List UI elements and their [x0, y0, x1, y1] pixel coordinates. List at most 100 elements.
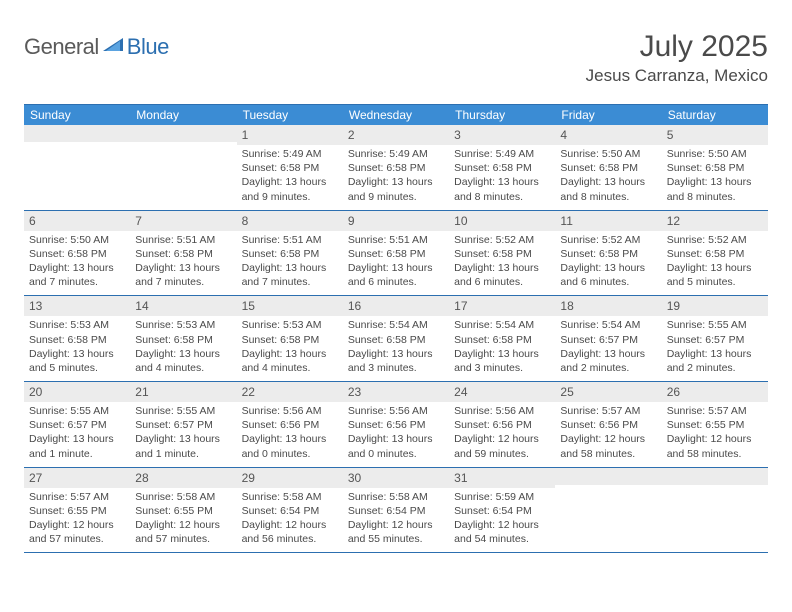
- day-num-row: 12: [662, 211, 768, 231]
- day-cell: 7Sunrise: 5:51 AMSunset: 6:58 PMDaylight…: [130, 211, 236, 296]
- day-number: 20: [29, 385, 42, 399]
- day-num-row: 16: [343, 296, 449, 316]
- day-cell: 28 Sunrise: 5:58 AMSunset: 6:55 PMDayligh…: [130, 468, 236, 553]
- day-info: Sunrise: 5:49 AMSunset: 6:58 PMDaylight:…: [242, 147, 338, 204]
- day-cell: 12Sunrise: 5:52 AMSunset: 6:58 PMDayligh…: [662, 211, 768, 296]
- day-num-row: 31: [449, 468, 555, 488]
- day-cell: 27Sunrise: 5:57 AMSunset: 6:55 PMDayligh…: [24, 468, 130, 553]
- day-info: Sunrise: 5:49 AMSunset: 6:58 PMDaylight:…: [348, 147, 444, 204]
- logo-part2: Blue: [127, 34, 169, 60]
- empty-cell: [555, 468, 661, 553]
- logo-triangle-icon: [103, 35, 123, 51]
- day-number: 10: [454, 214, 467, 228]
- day-header: Friday: [555, 105, 661, 125]
- day-number: 8: [242, 214, 249, 228]
- day-number: 15: [242, 299, 255, 313]
- day-cell: 4Sunrise: 5:50 AMSunset: 6:58 PMDaylight…: [555, 125, 661, 210]
- day-num-row: 6: [24, 211, 130, 231]
- day-number: 23: [348, 385, 361, 399]
- day-cell: 21Sunrise: 5:55 AMSunset: 6:57 PMDayligh…: [130, 382, 236, 467]
- day-cell: 25Sunrise: 5:57 AMSunset: 6:56 PMDayligh…: [555, 382, 661, 467]
- day-cell: 31Sunrise: 5:59 AMSunset: 6:54 PMDayligh…: [449, 468, 555, 553]
- empty-num-row: [24, 125, 130, 142]
- day-info: Sunrise: 5:54 AMSunset: 6:57 PMDaylight:…: [560, 318, 656, 375]
- day-num-row: 18: [555, 296, 661, 316]
- header: General Blue July 2025 Jesus Carranza, M…: [24, 30, 768, 86]
- day-num-row: 19: [662, 296, 768, 316]
- day-num-row: 17: [449, 296, 555, 316]
- day-num-row: 7: [130, 211, 236, 231]
- day-cell: 16Sunrise: 5:54 AMSunset: 6:58 PMDayligh…: [343, 296, 449, 381]
- day-info: Sunrise: 5:53 AMSunset: 6:58 PMDaylight:…: [29, 318, 125, 375]
- day-cell: 1Sunrise: 5:49 AMSunset: 6:58 PMDaylight…: [237, 125, 343, 210]
- day-info: Sunrise: 5:58 AMSunset: 6:55 PMDaylight:…: [135, 490, 231, 547]
- empty-cell: [130, 125, 236, 210]
- day-number: 3: [454, 128, 461, 142]
- day-info: Sunrise: 5:57 AMSunset: 6:56 PMDaylight:…: [560, 404, 656, 461]
- day-cell: 8Sunrise: 5:51 AMSunset: 6:58 PMDaylight…: [237, 211, 343, 296]
- day-cell: 5Sunrise: 5:50 AMSunset: 6:58 PMDaylight…: [662, 125, 768, 210]
- day-num-row: 3: [449, 125, 555, 145]
- day-number: 9: [348, 214, 355, 228]
- day-number: 30: [348, 471, 361, 485]
- day-cell: 15 Sunrise: 5:53 AMSunset: 6:58 PMDayligh…: [237, 296, 343, 381]
- day-info: Sunrise: 5:50 AMSunset: 6:58 PMDaylight:…: [560, 147, 656, 204]
- day-num-row: 5: [662, 125, 768, 145]
- day-cell: 13Sunrise: 5:53 AMSunset: 6:58 PMDayligh…: [24, 296, 130, 381]
- day-num-row: 24: [449, 382, 555, 402]
- day-num-row: 1: [237, 125, 343, 145]
- day-info: Sunrise: 5:58 AMSunset: 6:54 PMDaylight:…: [242, 490, 338, 547]
- day-num-row: 27: [24, 468, 130, 488]
- day-info: Sunrise: 5:56 AMSunset: 6:56 PMDaylight:…: [454, 404, 550, 461]
- day-info: Sunrise: 5:51 AMSunset: 6:58 PMDaylight:…: [348, 233, 444, 290]
- day-info: Sunrise: 5:55 AMSunset: 6:57 PMDaylight:…: [667, 318, 763, 375]
- day-cell: 20Sunrise: 5:55 AMSunset: 6:57 PMDayligh…: [24, 382, 130, 467]
- day-number: 6: [29, 214, 36, 228]
- day-info: Sunrise: 5:52 AMSunset: 6:58 PMDaylight:…: [560, 233, 656, 290]
- day-info: Sunrise: 5:53 AMSunset: 6:58 PMDaylight:…: [135, 318, 231, 375]
- day-num-row: 8: [237, 211, 343, 231]
- day-num-row: 22: [237, 382, 343, 402]
- day-num-row: 30: [343, 468, 449, 488]
- day-cell: 29 Sunrise: 5:58 AMSunset: 6:54 PMDayligh…: [237, 468, 343, 553]
- day-number: 24: [454, 385, 467, 399]
- calendar: SundayMondayTuesdayWednesdayThursdayFrid…: [24, 104, 768, 553]
- day-header: Sunday: [24, 105, 130, 125]
- day-num-row: 9: [343, 211, 449, 231]
- day-cell: 26Sunrise: 5:57 AMSunset: 6:55 PMDayligh…: [662, 382, 768, 467]
- day-info: Sunrise: 5:55 AMSunset: 6:57 PMDaylight:…: [135, 404, 231, 461]
- day-header: Tuesday: [237, 105, 343, 125]
- day-num-row: 25: [555, 382, 661, 402]
- day-number: 2: [348, 128, 355, 142]
- day-header: Wednesday: [343, 105, 449, 125]
- day-header: Saturday: [662, 105, 768, 125]
- day-info: Sunrise: 5:50 AMSunset: 6:58 PMDaylight:…: [667, 147, 763, 204]
- day-number: 16: [348, 299, 361, 313]
- day-number: 19: [667, 299, 680, 313]
- day-info: Sunrise: 5:53 AMSunset: 6:58 PMDaylight:…: [242, 318, 338, 375]
- day-cell: 23 Sunrise: 5:56 AMSunset: 6:56 PMDayligh…: [343, 382, 449, 467]
- day-num-row: 11: [555, 211, 661, 231]
- day-number: 14: [135, 299, 148, 313]
- day-num-row: 21: [130, 382, 236, 402]
- week-row: 27Sunrise: 5:57 AMSunset: 6:55 PMDayligh…: [24, 468, 768, 554]
- day-cell: 14 Sunrise: 5:53 AMSunset: 6:58 PMDayligh…: [130, 296, 236, 381]
- day-info: Sunrise: 5:51 AMSunset: 6:58 PMDaylight:…: [135, 233, 231, 290]
- empty-cell: [24, 125, 130, 210]
- week-row: 6 Sunrise: 5:50 AMSunset: 6:58 PMDaylight…: [24, 211, 768, 297]
- empty-num-row: [662, 468, 768, 485]
- day-num-row: 26: [662, 382, 768, 402]
- day-info: Sunrise: 5:52 AMSunset: 6:58 PMDaylight:…: [454, 233, 550, 290]
- day-number: 29: [242, 471, 255, 485]
- day-number: 17: [454, 299, 467, 313]
- day-info: Sunrise: 5:49 AMSunset: 6:58 PMDaylight:…: [454, 147, 550, 204]
- day-info: Sunrise: 5:56 AMSunset: 6:56 PMDaylight:…: [348, 404, 444, 461]
- week-row: 13Sunrise: 5:53 AMSunset: 6:58 PMDayligh…: [24, 296, 768, 382]
- day-number: 28: [135, 471, 148, 485]
- week-row: 1Sunrise: 5:49 AMSunset: 6:58 PMDaylight…: [24, 125, 768, 211]
- day-cell: 22Sunrise: 5:56 AMSunset: 6:56 PMDayligh…: [237, 382, 343, 467]
- day-info: Sunrise: 5:50 AMSunset: 6:58 PMDaylight:…: [29, 233, 125, 290]
- logo-part1: General: [24, 34, 99, 59]
- day-info: Sunrise: 5:59 AMSunset: 6:54 PMDaylight:…: [454, 490, 550, 547]
- empty-num-row: [130, 125, 236, 142]
